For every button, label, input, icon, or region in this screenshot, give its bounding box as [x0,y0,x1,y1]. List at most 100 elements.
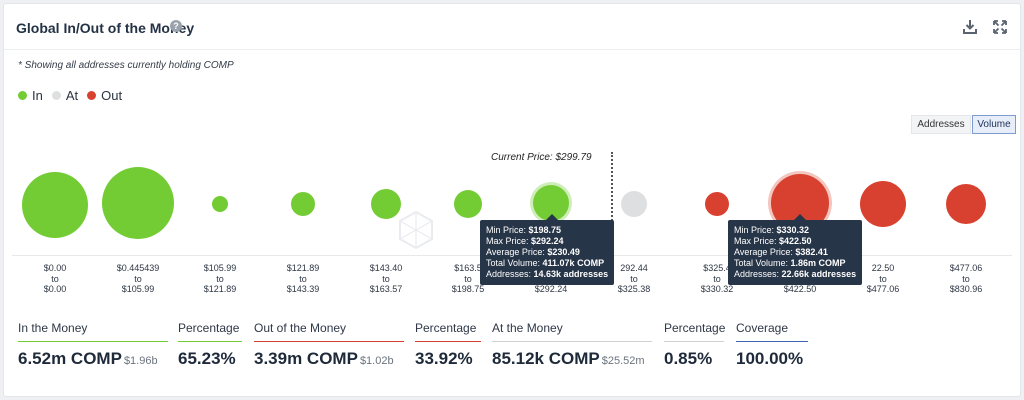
tooltip-line: Total Volume: 1.86m COMP [734,258,846,268]
stat-underline [178,341,242,342]
bubble-in-3[interactable] [291,192,315,216]
stat-value-main: 33.92% [415,349,473,368]
x-tick-label: $477.06 to $830.96 [933,263,999,295]
bubble-in-2[interactable] [212,196,228,212]
x-tick-line: to [134,273,142,284]
x-tick-line: $325.4 [703,263,731,273]
stat-value-main: 3.39m COMP [254,349,358,368]
x-tick-line: to [879,273,887,284]
bubble-in-0[interactable] [22,172,88,238]
volume-toggle[interactable]: Volume [972,115,1016,134]
bubble-out-11[interactable] [946,184,986,224]
x-tick-line: $330.32 [700,284,734,294]
stat-value-main: 65.23% [178,349,236,368]
bubble-in-1[interactable] [102,167,174,239]
x-tick-line: $0.445439 [116,263,160,273]
x-tick-label: $0.00 to $0.00 [22,263,88,295]
tooltip-line: Addresses: 14.63k addresses [486,269,609,279]
x-tick-line: $477.06 [866,284,900,294]
x-tick-line: $143.39 [286,284,320,294]
legend-label-at: At [65,88,79,103]
card-header: Global In/Out of the Money ? [4,4,1020,50]
x-tick-label: $325.4 to $330.32 [684,263,750,295]
x-tick-line: $163.57 [369,284,403,294]
x-tick-line: $121.89 [203,284,237,294]
stat-value: 0.85% [664,349,712,369]
legend-dot-at [51,91,61,100]
download-icon[interactable] [962,19,978,35]
x-tick-label: $143.40 to $163.57 [353,263,419,295]
stat-value-main: 6.52m COMP [18,349,122,368]
bubble-in-4[interactable] [371,189,401,219]
tooltip-caret [546,214,558,220]
help-icon[interactable]: ? [170,20,182,32]
chart-legend: In At Out [18,88,131,103]
tooltip-line: Addresses: 22.66k addresses [734,269,857,279]
stat-value-usd: $25.52m [601,355,645,367]
stat-underline [415,341,481,342]
legend-label-in: In [32,88,43,103]
x-tick-line: $0.00 [43,263,67,273]
x-tick-line: to [962,273,970,284]
legend-dot-out [87,91,97,100]
bubble-out-8[interactable] [705,192,729,216]
stat-value-main: 0.85% [664,349,713,368]
bubble-at-7[interactable] [621,191,647,217]
stat-value: 65.23% [178,349,236,369]
legend-item-in[interactable]: In [18,88,43,103]
stat-value-usd: $1.96b [123,355,158,367]
x-tick-label: $163.5 to $198.75 [435,263,501,295]
x-tick-label: $105.99 to $121.89 [187,263,253,295]
x-tick-label: $0.445439 to $105.99 [105,263,171,295]
stat-value-main: 100.00% [736,349,804,368]
stat-label: Percentage [415,321,477,335]
x-tick-line: $0.00 [43,284,67,294]
holders-note: * Showing all addresses currently holdin… [18,60,234,71]
legend-item-out[interactable]: Out [87,88,122,103]
x-tick-line: to [713,273,721,284]
addresses-toggle[interactable]: Addresses [911,115,971,134]
legend-item-at[interactable]: At [51,88,79,103]
stat-value: 33.92% [415,349,473,369]
x-tick-line: $105.99 [121,284,155,294]
x-tick-line: $477.06 [949,263,983,273]
tooltip-line: Min Price: $198.75 [486,225,562,235]
x-tick-line: $292.24 [534,284,568,294]
stat-value: 6.52m COMP $1.96b [18,349,158,369]
tooltip-line: Average Price: $230.49 [486,247,580,257]
page-title: Global In/Out of the Money [16,20,195,36]
x-tick-line: 292.44 [620,263,648,273]
stat-underline [736,341,808,342]
stat-underline [254,341,404,342]
stat-label: Percentage [664,321,726,335]
tooltip-line: Min Price: $330.32 [734,225,810,235]
current-price-label: Current Price: $299.79 [491,152,592,163]
x-tick-line: $325.38 [617,284,651,294]
x-tick-line: 22.50 [871,263,895,273]
stat-label: In the Money [18,321,88,335]
x-tick-line: $143.40 [369,263,403,273]
x-tick-line: $105.99 [203,263,237,273]
legend-dot-in [18,91,27,100]
x-tick-label: $422.50 [767,263,833,295]
stat-value: 3.39m COMP $1.02b [254,349,394,369]
tooltip-line: Average Price: $382.41 [734,247,828,257]
stat-value: 85.12k COMP $25.52m [492,349,645,369]
x-tick-line: to [630,273,638,284]
stat-label: At the Money [492,321,563,335]
tooltip-line: Total Volume: 411.07k COMP [486,258,605,268]
bubble-in-5[interactable] [454,190,482,218]
x-tick-line: to [216,273,224,284]
stat-label: Out of the Money [254,321,347,335]
x-tick-line: $830.96 [949,284,983,294]
expand-icon[interactable] [992,19,1008,35]
stat-label: Coverage [736,321,789,335]
bubble-out-10[interactable] [860,181,906,227]
x-tick-label: 22.50 to $477.06 [850,263,916,295]
x-tick-label: $292.24 [518,263,584,295]
intotheblock-watermark [399,210,433,250]
stat-value-usd: $1.02b [359,355,394,367]
x-tick-line: $422.50 [783,284,817,294]
stat-underline [664,341,724,342]
stat-underline [18,341,168,342]
